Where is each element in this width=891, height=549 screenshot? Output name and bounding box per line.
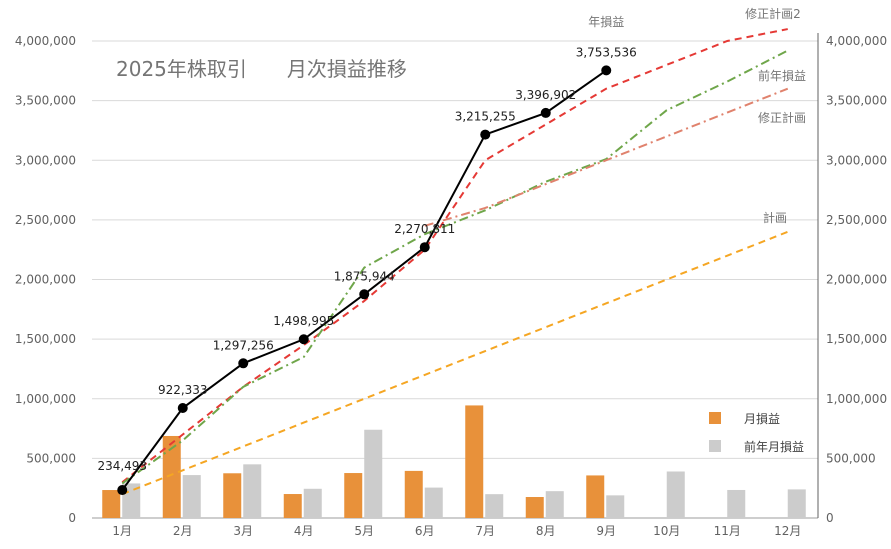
x-tick-label: 9月 [596, 524, 616, 538]
bar [223, 473, 242, 518]
y2-tick-label: 1,000,000 [826, 392, 887, 406]
legend-swatch [709, 440, 721, 452]
series-line [121, 49, 789, 485]
bar [545, 491, 564, 518]
y-tick-label: 500,000 [26, 451, 76, 465]
bar [666, 471, 685, 518]
bar [283, 494, 302, 518]
bar [485, 494, 504, 518]
bar [586, 475, 605, 518]
series-line [121, 230, 789, 496]
bar [364, 429, 383, 518]
y2-tick-label: 500,000 [826, 451, 876, 465]
y-tick-label: 2,500,000 [15, 213, 76, 227]
bar [102, 490, 121, 518]
data-label: 3,215,255 [455, 110, 516, 124]
y2-tick-label: 3,500,000 [826, 94, 887, 108]
y-tick-label: 4,000,000 [15, 34, 76, 48]
legend-label: 前年月損益 [744, 439, 804, 454]
series-label: 修正計画2 [745, 6, 801, 21]
x-tick-label: 6月 [415, 524, 435, 538]
data-label: 1,297,256 [213, 338, 274, 352]
y-tick-label: 2,000,000 [15, 273, 76, 287]
x-tick-label: 10月 [653, 524, 680, 538]
data-label: 1,498,995 [273, 314, 334, 328]
x-tick-label: 5月 [354, 524, 374, 538]
x-tick-label: 1月 [112, 524, 132, 538]
series-label: 年損益 [588, 14, 624, 29]
y-tick-label: 3,500,000 [15, 94, 76, 108]
y2-tick-label: 3,000,000 [826, 153, 887, 167]
bar [404, 470, 423, 518]
x-tick-label: 7月 [475, 524, 495, 538]
x-tick-label: 3月 [233, 524, 253, 538]
lines [117, 28, 789, 496]
data-label: 2,270,811 [394, 222, 455, 236]
data-label: 1,875,944 [334, 269, 395, 283]
x-tick-label: 2月 [173, 524, 193, 538]
x-tick-label: 4月 [294, 524, 314, 538]
bar [243, 464, 262, 518]
data-labels: 234,493 922,333 1,297,256 1,498,995 1,875,94… [97, 6, 806, 473]
data-point [238, 358, 249, 369]
legend-label: 月損益 [744, 411, 780, 426]
axes: 0 0 500,000 500,000 1,000,000 1,000,000 1,500,… [15, 33, 887, 538]
data-point [298, 334, 309, 345]
bar [787, 489, 806, 518]
bar [344, 473, 363, 518]
y2-tick-label: 2,000,000 [826, 273, 887, 287]
x-tick-label: 12月 [774, 524, 801, 538]
series-line [121, 28, 788, 484]
y-tick-label: 3,000,000 [15, 153, 76, 167]
series-line [424, 87, 789, 227]
y2-tick-label: 1,500,000 [826, 332, 887, 346]
y-tick-label: 1,500,000 [15, 332, 76, 346]
data-point [540, 107, 551, 118]
x-tick-label: 8月 [536, 524, 556, 538]
bar [727, 489, 746, 518]
chart-title: 2025年株取引 月次損益推移 [116, 57, 407, 81]
legend-swatch [709, 412, 721, 424]
bar [606, 495, 625, 518]
data-point [177, 403, 188, 414]
bar [465, 405, 484, 518]
data-point [480, 129, 491, 140]
x-tick-label: 11月 [714, 524, 741, 538]
data-label: 234,493 [97, 459, 147, 473]
data-label: 922,333 [158, 383, 208, 397]
series-label: 計画 [763, 210, 787, 225]
bar [182, 475, 201, 518]
bar [424, 487, 443, 518]
y-tick-label: 0 [68, 511, 76, 525]
bars [102, 405, 806, 518]
y2-tick-label: 2,500,000 [826, 213, 887, 227]
series-label: 修正計画 [758, 110, 806, 125]
data-point [117, 485, 128, 496]
y2-tick-label: 4,000,000 [826, 34, 887, 48]
data-point [419, 242, 430, 253]
data-label: 3,396,902 [515, 88, 576, 102]
y2-tick-label: 0 [826, 511, 834, 525]
y-tick-label: 1,000,000 [15, 392, 76, 406]
data-point [601, 65, 612, 76]
data-label: 3,753,536 [576, 45, 637, 59]
bar [303, 488, 322, 518]
data-point [359, 289, 370, 300]
bar [525, 497, 544, 518]
series-label: 前年損益 [758, 68, 806, 83]
bar [162, 435, 181, 518]
